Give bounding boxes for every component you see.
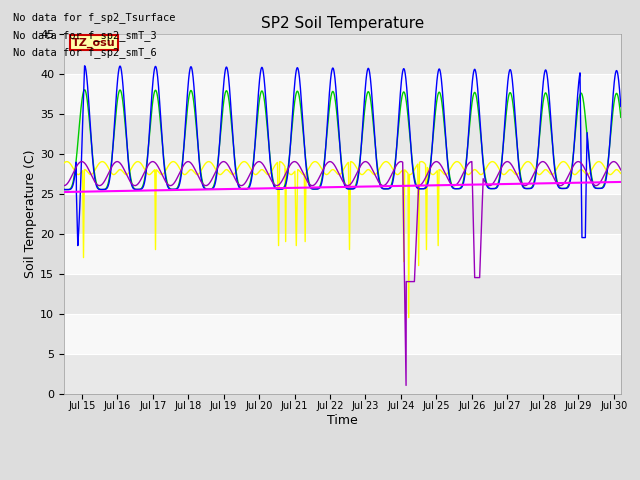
Bar — [64, 34, 621, 73]
Text: No data for f_sp2_Tsurface: No data for f_sp2_Tsurface — [13, 12, 175, 23]
Bar — [64, 114, 621, 154]
Text: No data for f_sp2_smT_6: No data for f_sp2_smT_6 — [13, 48, 157, 59]
Legend: sp2_smT_1, sp2_smT_2, sp2_smT_4, sp2_smT_5, sp2_smT_7: sp2_smT_1, sp2_smT_2, sp2_smT_4, sp2_smT… — [83, 476, 602, 480]
Text: No data for f_sp2_smT_3: No data for f_sp2_smT_3 — [13, 30, 157, 41]
Y-axis label: Soil Temperature (C): Soil Temperature (C) — [24, 149, 37, 278]
Text: TZ_osu: TZ_osu — [72, 37, 115, 48]
Bar — [64, 274, 621, 313]
Bar — [64, 313, 621, 354]
Title: SP2 Soil Temperature: SP2 Soil Temperature — [260, 16, 424, 31]
Bar — [64, 73, 621, 114]
Bar — [64, 354, 621, 394]
Bar — [64, 193, 621, 234]
Bar — [64, 234, 621, 274]
Bar — [64, 154, 621, 193]
X-axis label: Time: Time — [327, 414, 358, 427]
